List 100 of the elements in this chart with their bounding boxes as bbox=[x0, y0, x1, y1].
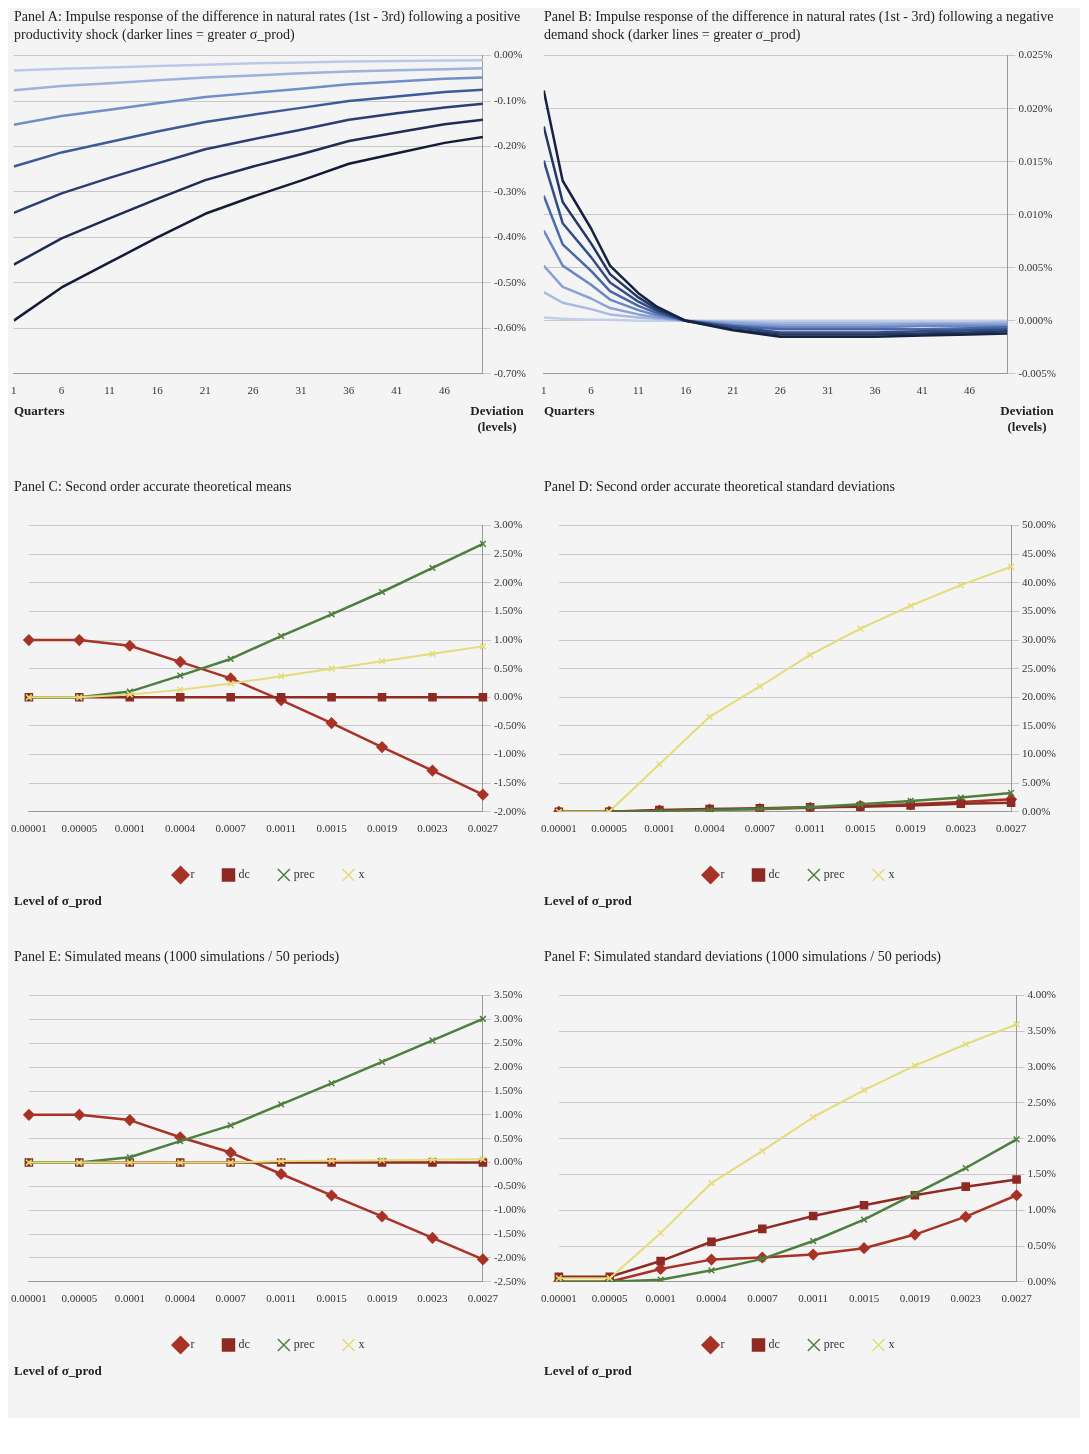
x-tick-label: 41 bbox=[391, 384, 403, 397]
y-tick-label: -1.00% bbox=[493, 1203, 526, 1216]
x-tick-label: 31 bbox=[822, 384, 834, 397]
x-tick-label: 31 bbox=[295, 384, 307, 397]
y-axis-title: Deviation (levels) bbox=[469, 403, 525, 435]
y-tick-label: 2.50% bbox=[493, 1036, 523, 1049]
y-tick-label: 0.00% bbox=[1027, 1274, 1057, 1287]
y-tick-label: 3.50% bbox=[1027, 1024, 1057, 1037]
legend-label: dc bbox=[238, 1337, 250, 1352]
y-tick-label: -1.50% bbox=[493, 776, 526, 789]
legend-label: dc bbox=[768, 1337, 780, 1352]
y-tick-label: 0.00% bbox=[493, 48, 523, 61]
legend-label: prec bbox=[823, 1337, 845, 1352]
legend-label: prec bbox=[293, 867, 315, 882]
x-tick-label: 6 bbox=[588, 384, 595, 397]
y-tick-label: -1.50% bbox=[493, 1226, 526, 1239]
x-tick-label: 0.0019 bbox=[366, 822, 398, 835]
x-axis-title: Level of σ_prod bbox=[544, 893, 632, 909]
y-tick-label: 1.00% bbox=[493, 1107, 523, 1120]
x-axis-title: Level of σ_prod bbox=[14, 1363, 102, 1379]
x-tick-label: 16 bbox=[151, 384, 164, 397]
chart-title: Panel E: Simulated means (1000 simulations / 50 periods) bbox=[13, 948, 341, 966]
y-tick-label: 1.00% bbox=[493, 632, 523, 645]
x-tick-label: 0.0023 bbox=[950, 1292, 982, 1305]
x-axis-title: Quarters bbox=[14, 403, 65, 420]
legend-label: x bbox=[888, 867, 895, 882]
x-tick-label: 21 bbox=[199, 384, 211, 397]
y-tick-label: 1.00% bbox=[1027, 1203, 1057, 1216]
x-tick-label: 0.0007 bbox=[215, 822, 247, 835]
x-tick-label: 26 bbox=[247, 384, 260, 397]
y-tick-label: 0.025% bbox=[1018, 48, 1053, 61]
y-tick-label: -0.30% bbox=[493, 184, 526, 197]
x-tick-label: 0.0027 bbox=[1001, 1292, 1033, 1305]
y-tick-label: -0.50% bbox=[493, 275, 526, 288]
y-tick-label: 3.50% bbox=[493, 988, 523, 1001]
y-tick-label: 4.00% bbox=[1027, 988, 1057, 1001]
x-tick-label: 0.0015 bbox=[845, 822, 876, 835]
chart-title: Panel C: Second order accurate theoretical means bbox=[13, 478, 293, 496]
legend-label: x bbox=[358, 867, 365, 882]
x-tick-label: 0.00001 bbox=[541, 822, 577, 835]
x-tick-label: 46 bbox=[439, 384, 451, 397]
x-tick-label: 0.0015 bbox=[848, 1292, 880, 1305]
chart-title: Panel A: Impulse response of the difference in natural rates (1st - 3rd) following a positive productivity shock (darker lines = greater σ_prod) bbox=[13, 8, 522, 44]
x-tick-label: 6 bbox=[58, 384, 65, 397]
x-tick-label: 26 bbox=[774, 384, 787, 397]
x-tick-label: 41 bbox=[916, 384, 928, 397]
x-tick-label: 0.0019 bbox=[366, 1292, 398, 1305]
legend-label: r bbox=[720, 1337, 725, 1352]
x-axis-title: Level of σ_prod bbox=[544, 1363, 632, 1379]
y-tick-label: 2.00% bbox=[493, 575, 523, 588]
y-tick-label: 3.00% bbox=[493, 1012, 523, 1025]
y-tick-label: -0.50% bbox=[493, 1179, 526, 1192]
x-tick-label: 0.0019 bbox=[899, 1292, 931, 1305]
legend-label: prec bbox=[293, 1337, 315, 1352]
x-tick-label: 0.00001 bbox=[11, 1292, 47, 1305]
x-tick-label: 0.00005 bbox=[61, 822, 98, 835]
x-axis-title: Level of σ_prod bbox=[14, 893, 102, 909]
legend-label: dc bbox=[238, 867, 250, 882]
y-tick-label: -2.00% bbox=[493, 804, 526, 817]
y-tick-label: 0.000% bbox=[1018, 313, 1053, 326]
y-tick-label: -1.00% bbox=[493, 747, 526, 760]
x-tick-label: 0.0001 bbox=[644, 822, 675, 835]
y-tick-label: 35.00% bbox=[1022, 604, 1057, 617]
y-tick-label: 0.015% bbox=[1018, 154, 1053, 167]
chart-title: Panel F: Simulated standard deviations (1000 simulations / 50 periods) bbox=[543, 948, 942, 966]
legend-label: x bbox=[358, 1337, 365, 1352]
x-tick-label: 16 bbox=[680, 384, 692, 397]
y-tick-label: 0.00% bbox=[1022, 804, 1051, 817]
y-tick-label: 0.50% bbox=[1027, 1238, 1057, 1251]
x-tick-label: 11 bbox=[104, 384, 115, 397]
y-tick-label: 30.00% bbox=[1022, 632, 1057, 645]
x-tick-label: 0.0023 bbox=[417, 822, 449, 835]
x-tick-label: 0.00005 bbox=[591, 1292, 629, 1305]
y-tick-label: 0.00% bbox=[493, 690, 523, 703]
y-tick-label: 0.00% bbox=[493, 1155, 523, 1168]
chart-title: Panel B: Impulse response of the difference in natural rates (1st - 3rd) following a negative demand shock (darker lines = greater σ_prod) bbox=[543, 8, 1055, 44]
y-tick-label: 0.005% bbox=[1018, 260, 1053, 273]
y-tick-label: 45.00% bbox=[1022, 547, 1057, 560]
x-tick-label: 21 bbox=[727, 384, 739, 397]
y-tick-label: 25.00% bbox=[1022, 661, 1057, 674]
x-tick-label: 0.00001 bbox=[541, 1292, 577, 1305]
y-tick-label: -0.70% bbox=[493, 366, 526, 379]
x-tick-label: 0.0019 bbox=[895, 822, 927, 835]
legend-label: dc bbox=[768, 867, 780, 882]
chart-title: Panel D: Second order accurate theoretical standard deviations bbox=[543, 478, 897, 496]
x-tick-label: 0.0004 bbox=[165, 1292, 196, 1305]
y-tick-label: 1.50% bbox=[493, 604, 523, 617]
x-tick-label: 0.00001 bbox=[11, 822, 47, 835]
x-tick-label: 0.0007 bbox=[747, 1292, 778, 1305]
x-tick-label: 0.0004 bbox=[694, 822, 726, 835]
x-tick-label: 0.0015 bbox=[316, 1292, 348, 1305]
y-tick-label: -0.50% bbox=[493, 718, 526, 731]
x-tick-label: 0.0027 bbox=[467, 822, 499, 835]
y-tick-label: 3.00% bbox=[493, 518, 523, 531]
x-tick-label: 11 bbox=[633, 384, 644, 397]
x-tick-label: 0.0001 bbox=[645, 1292, 676, 1305]
y-tick-label: 2.50% bbox=[1027, 1095, 1057, 1108]
y-tick-label: -2.00% bbox=[493, 1250, 526, 1263]
y-tick-label: 0.50% bbox=[493, 661, 523, 674]
x-tick-label: 0.00005 bbox=[61, 1292, 98, 1305]
